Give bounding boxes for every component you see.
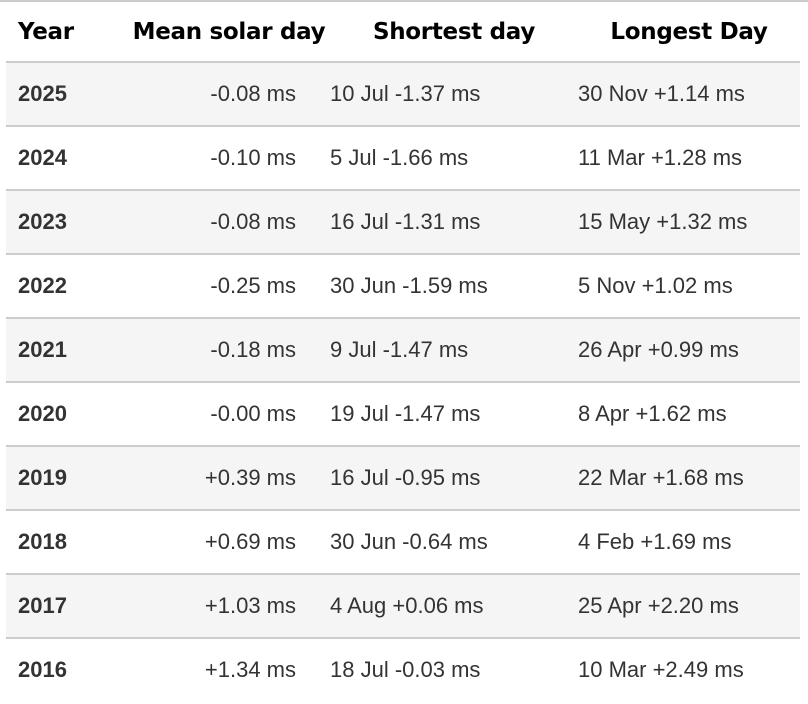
table-row: 2021 -0.18 ms 9 Jul -1.47 ms 26 Apr +0.99 m… [6, 317, 800, 382]
mean-solar-day-cell: -0.08 ms [128, 189, 330, 254]
header-row: Year Mean solar day Shortest day Longest… [6, 2, 800, 62]
year-cell: 2016 [6, 637, 128, 701]
header-mean-solar-day: Mean solar day [132, 18, 326, 45]
header-shortest-day: Shortest day [372, 18, 536, 45]
table-row: 2023 -0.08 ms 16 Jul -1.31 ms 15 May +1.32 … [6, 189, 800, 254]
shortest-day-cell: 16 Jul -1.31 ms [330, 189, 578, 254]
header-year: Year [18, 18, 74, 45]
year-cell: 2019 [6, 445, 128, 510]
top-border [0, 0, 808, 2]
mean-solar-day-cell: -0.25 ms [128, 253, 330, 318]
longest-day-cell: 5 Nov +1.02 ms [578, 253, 800, 318]
year-cell: 2018 [6, 509, 128, 574]
longest-day-cell: 22 Mar +1.68 ms [578, 445, 800, 510]
year-cell: 2025 [6, 61, 128, 126]
table-row: 2017 +1.03 ms 4 Aug +0.06 ms 25 Apr +2.20 m… [6, 573, 800, 638]
table-row: 2022 -0.25 ms 30 Jun -1.59 ms 5 Nov +1.02 m… [6, 253, 800, 318]
table-row: 2016 +1.34 ms 18 Jul -0.03 ms 10 Mar +2.49 … [6, 637, 800, 701]
shortest-day-cell: 16 Jul -0.95 ms [330, 445, 578, 510]
table-row: 2020 -0.00 ms 19 Jul -1.47 ms 8 Apr +1.62 m… [6, 381, 800, 446]
longest-day-cell: 4 Feb +1.69 ms [578, 509, 800, 574]
shortest-day-cell: 4 Aug +0.06 ms [330, 573, 578, 638]
table-row: 2018 +0.69 ms 30 Jun -0.64 ms 4 Feb +1.69 m… [6, 509, 800, 574]
shortest-day-cell: 30 Jun -1.59 ms [330, 253, 578, 318]
mean-solar-day-cell: +0.69 ms [128, 509, 330, 574]
year-cell: 2017 [6, 573, 128, 638]
longest-day-cell: 10 Mar +2.49 ms [578, 637, 800, 701]
table-row: 2019 +0.39 ms 16 Jul -0.95 ms 22 Mar +1.68 … [6, 445, 800, 510]
year-cell: 2020 [6, 381, 128, 446]
mean-solar-day-cell: -0.10 ms [128, 125, 330, 190]
shortest-day-cell: 18 Jul -0.03 ms [330, 637, 578, 701]
mean-solar-day-cell: -0.18 ms [128, 317, 330, 382]
shortest-day-cell: 19 Jul -1.47 ms [330, 381, 578, 446]
shortest-day-cell: 9 Jul -1.47 ms [330, 317, 578, 382]
mean-solar-day-cell: +0.39 ms [128, 445, 330, 510]
year-cell: 2023 [6, 189, 128, 254]
longest-day-cell: 26 Apr +0.99 ms [578, 317, 800, 382]
table-row: 2025 -0.08 ms 10 Jul -1.37 ms 30 Nov +1.14 … [6, 61, 800, 126]
longest-day-cell: 25 Apr +2.20 ms [578, 573, 800, 638]
shortest-day-cell: 10 Jul -1.37 ms [330, 61, 578, 126]
mean-solar-day-cell: +1.03 ms [128, 573, 330, 638]
mean-solar-day-cell: +1.34 ms [128, 637, 330, 701]
mean-solar-day-cell: -0.00 ms [128, 381, 330, 446]
mean-solar-day-cell: -0.08 ms [128, 61, 330, 126]
longest-day-cell: 30 Nov +1.14 ms [578, 61, 800, 126]
day-length-table: Year Mean solar day Shortest day Longest… [6, 2, 800, 701]
header-longest-day: Longest Day [610, 18, 768, 45]
shortest-day-cell: 30 Jun -0.64 ms [330, 509, 578, 574]
longest-day-cell: 11 Mar +1.28 ms [578, 125, 800, 190]
longest-day-cell: 8 Apr +1.62 ms [578, 381, 800, 446]
year-cell: 2024 [6, 125, 128, 190]
year-cell: 2021 [6, 317, 128, 382]
longest-day-cell: 15 May +1.32 ms [578, 189, 800, 254]
year-cell: 2022 [6, 253, 128, 318]
table-row: 2024 -0.10 ms 5 Jul -1.66 ms 11 Mar +1.28 m… [6, 125, 800, 190]
shortest-day-cell: 5 Jul -1.66 ms [330, 125, 578, 190]
